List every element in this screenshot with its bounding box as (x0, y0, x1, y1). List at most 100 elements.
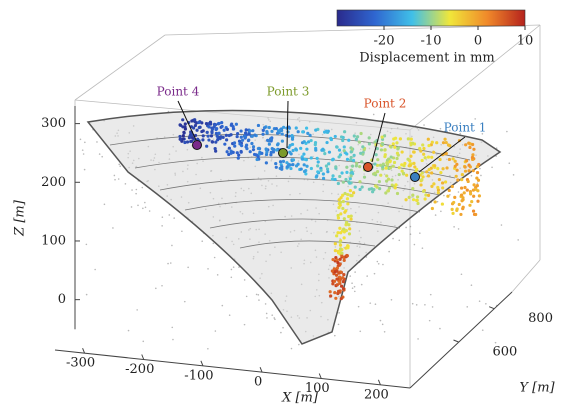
displacement-dot (235, 134, 239, 139)
cloud-point (415, 304, 418, 306)
displacement-dot (306, 131, 310, 135)
displacement-dot (386, 189, 391, 193)
displacement-dot (393, 136, 398, 140)
displacement-dot (375, 170, 380, 174)
displacement-dot (471, 169, 475, 173)
displacement-dot (341, 180, 345, 184)
displacement-dot (347, 232, 352, 236)
z-tick-label: 200 (41, 175, 66, 190)
displacement-dot (309, 138, 313, 143)
displacement-dot (179, 137, 183, 141)
displacement-dot (349, 217, 353, 221)
displacement-dot (248, 150, 252, 154)
displacement-dot (403, 161, 407, 166)
displacement-dot (239, 135, 243, 139)
cloud-point (376, 260, 379, 263)
displacement-dot (264, 148, 268, 152)
cloud-point (506, 130, 508, 133)
cloud-point (169, 262, 172, 264)
annotation-arrow (177, 100, 197, 141)
displacement-dot (472, 183, 476, 187)
cloud-point (142, 207, 144, 210)
displacement-dot (379, 173, 383, 177)
displacement-dot (409, 143, 413, 147)
displacement-dot (304, 172, 308, 176)
z-axis-label: Z [m] (13, 199, 28, 237)
displacement-dot (352, 153, 356, 157)
displacement-dot (470, 155, 475, 160)
displacement-dot (436, 191, 440, 195)
displacement-dot (336, 261, 340, 265)
displacement-dot (447, 188, 451, 193)
displacement-dot (341, 138, 345, 143)
cloud-point (491, 166, 493, 169)
displacement-dot (367, 142, 372, 146)
displacement-dot (210, 126, 214, 130)
displacement-dot (305, 164, 309, 168)
displacement-dot (385, 161, 389, 165)
displacement-dot (302, 169, 307, 174)
displacement-dot (395, 151, 400, 155)
displacement-dot (460, 193, 464, 197)
displacement-dot (214, 149, 218, 153)
displacement-dot (388, 160, 392, 164)
x-tick (82, 347, 86, 354)
displacement-dot (409, 154, 413, 158)
displacement-dot (411, 198, 416, 202)
cloud-point (243, 323, 246, 326)
cloud-point (264, 303, 267, 305)
displacement-dot (321, 176, 326, 180)
displacement-dot (340, 171, 344, 175)
displacement-dot (457, 202, 461, 207)
cloud-point (337, 323, 340, 326)
displacement-dot (268, 137, 273, 141)
colorbar (336, 9, 526, 27)
displacement-dot (465, 188, 469, 192)
displacement-dot (344, 229, 348, 233)
displacement-dot (242, 134, 246, 138)
displacement-dot (315, 156, 319, 160)
displacement-dot (346, 244, 350, 248)
displacement-dot (270, 129, 274, 133)
displacement-dot (294, 147, 298, 151)
x-tick-label: -300 (66, 356, 95, 371)
displacement-dot (338, 226, 342, 230)
displacement-dot (463, 165, 467, 169)
displacement-dot (225, 138, 229, 142)
displacement-dot (337, 206, 341, 210)
cloud-point (181, 230, 183, 233)
displacement-dot (465, 159, 469, 163)
displacement-dot (256, 146, 260, 151)
cloud-point (377, 262, 380, 265)
cloud-point (124, 183, 127, 185)
displacement-dot (360, 160, 364, 164)
annotated-point (410, 172, 420, 182)
displacement-dot (421, 143, 425, 147)
displacement-dot (256, 123, 261, 128)
dam-surface (86, 109, 502, 345)
displacement-dot (444, 151, 448, 156)
x-tick (200, 360, 204, 367)
displacement-dot (460, 199, 464, 203)
displacement-dot (336, 289, 341, 293)
displacement-dot (233, 144, 237, 148)
displacement-dot (316, 160, 320, 164)
displacement-dot (350, 194, 354, 198)
displacement-dot (253, 133, 257, 137)
displacement-dot (332, 267, 336, 271)
displacement-dot (377, 179, 381, 184)
cloud-point (85, 293, 88, 296)
displacement-dot (396, 147, 400, 151)
x-tick-label: 100 (305, 381, 330, 396)
displacement-dot (339, 212, 343, 216)
displacement-dot (385, 174, 389, 178)
displacement-dot (419, 149, 423, 153)
displacement-dot (430, 171, 434, 175)
cloud-point (271, 314, 274, 316)
displacement-dot (238, 142, 242, 146)
displacement-dot (379, 148, 384, 152)
cloud-point (478, 300, 481, 303)
displacement-dot (260, 151, 264, 155)
displacement-dot (347, 223, 351, 227)
displacement-dot (265, 150, 269, 154)
